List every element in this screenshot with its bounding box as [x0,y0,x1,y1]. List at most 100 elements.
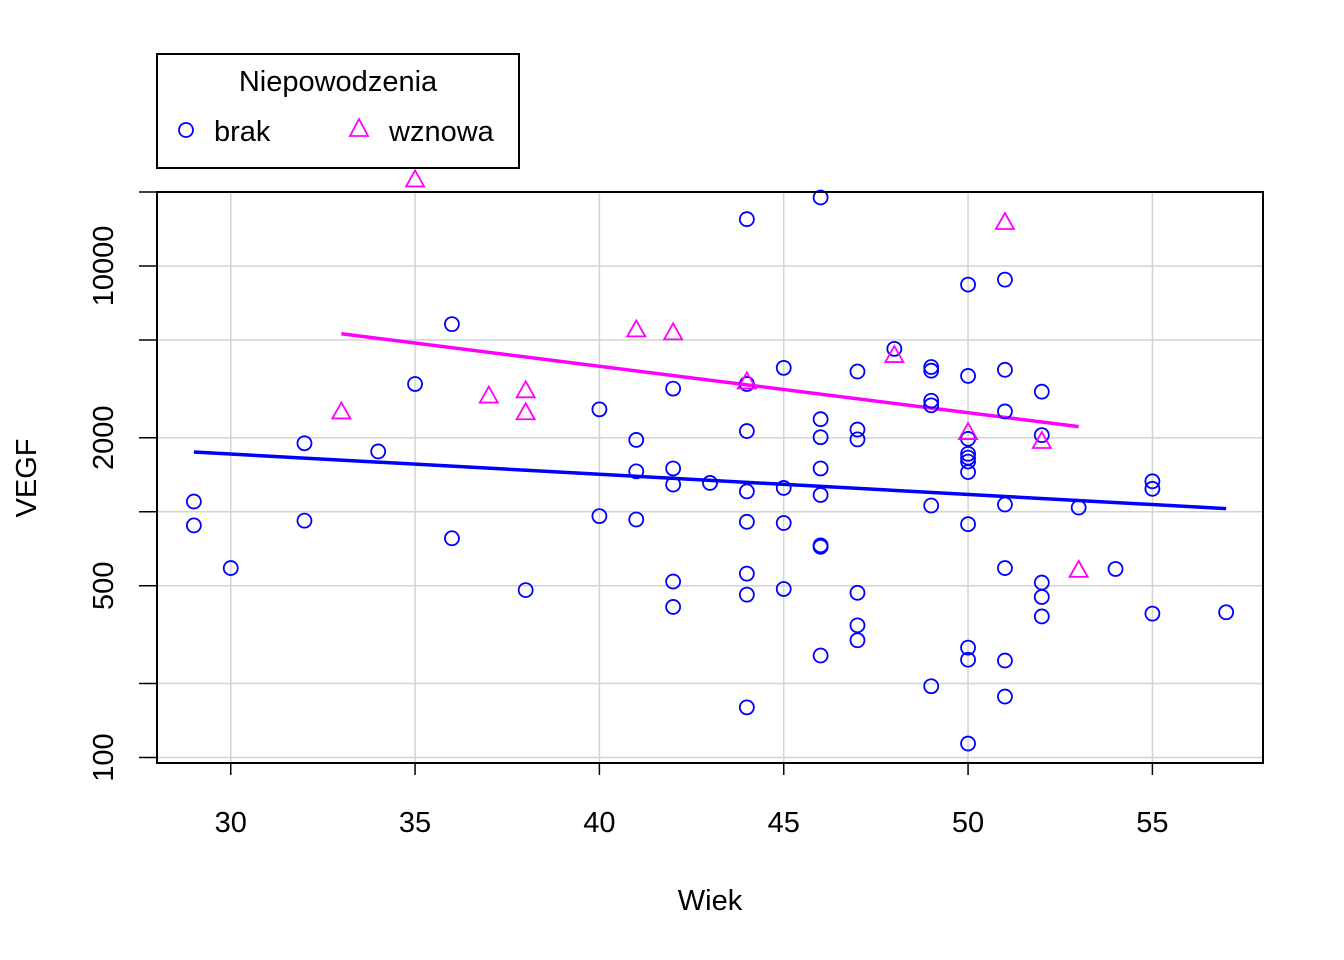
point-brak [997,652,1013,669]
point-brak [775,515,792,531]
trend-line-brak [193,450,1227,511]
point-brak [849,617,866,634]
legend-label-brak: brak [214,116,271,148]
point-brak [849,431,866,448]
point-brak [960,445,976,462]
point-brak [923,397,940,414]
point-brak [738,513,755,530]
trend-line-wznowa [341,332,1079,429]
y-tick-label: 10000 [88,226,120,307]
point-brak [738,586,755,603]
point-brak [1033,608,1050,625]
x-tick-label: 50 [952,807,984,839]
y-axis: 100 500 2000 10000 [88,191,157,782]
point-brak [960,651,976,668]
point-wznowa [994,211,1016,230]
point-brak [222,560,239,576]
point-brak [886,340,903,357]
point-brak [923,678,940,695]
legend-marker-triangle [348,117,370,137]
point-brak [812,487,829,503]
point-brak [997,271,1013,288]
point-brak [1033,589,1050,605]
point-brak [665,599,682,615]
point-brak [960,639,976,656]
point-brak [997,496,1013,513]
point-brak [444,316,460,333]
point-brak [960,516,976,533]
x-tick-label: 55 [1136,807,1168,839]
point-brak [370,443,387,460]
point-wznowa [625,318,647,338]
point-brak [517,582,534,598]
point-brak [1144,605,1161,622]
point-brak [665,460,682,477]
point-wznowa [478,384,500,404]
point-brak [738,699,755,716]
point-brak [1033,574,1050,591]
point-brak [1144,473,1161,490]
point-brak [665,380,682,397]
point-brak [1218,604,1235,621]
point-brak [997,403,1013,420]
point-brak [812,189,829,206]
point-brak [849,363,866,380]
legend-title: Niepowodzenia [239,66,438,98]
point-brak [628,511,645,528]
point-brak [702,475,718,491]
point-brak [997,560,1013,576]
point-brak [444,530,460,547]
point-wznowa [1068,559,1090,578]
point-brak [591,508,608,525]
point-brak [960,368,976,384]
point-brak [1107,561,1124,577]
point-brak [665,476,682,493]
point-brak [1144,480,1161,497]
x-tick-label: 45 [768,807,800,839]
data-points [185,168,1235,752]
x-axis-label: Wiek [678,885,743,917]
point-brak [665,573,682,590]
point-brak [185,493,202,510]
point-wznowa [736,370,758,390]
point-brak [923,497,940,514]
point-brak [960,276,976,293]
point-brak [628,463,645,480]
point-brak [775,581,792,597]
trend-lines [193,332,1227,511]
point-brak [1033,383,1050,400]
point-brak [960,735,976,752]
x-tick-label: 40 [583,807,615,839]
point-brak [591,401,608,418]
point-brak [775,480,792,496]
x-axis: 30 35 40 45 50 55 [215,763,1169,839]
point-brak [923,392,940,409]
plot-frame [156,191,1264,764]
point-brak [812,538,829,555]
point-wznowa [662,321,684,341]
point-brak [738,565,755,582]
point-brak [812,411,829,428]
legend-marker-circle [178,122,194,138]
point-brak [997,361,1013,378]
point-brak [997,688,1013,705]
x-tick-label: 35 [399,807,431,839]
point-brak [812,647,829,664]
point-brak [923,362,940,379]
legend: Niepowodzenia brak wznowa [156,53,520,169]
point-wznowa [957,421,979,440]
y-tick-label: 2000 [88,406,120,471]
y-tick-label: 100 [88,733,120,781]
point-brak [738,423,755,439]
point-brak [1033,427,1050,444]
point-brak [960,464,976,480]
point-wznowa [883,344,905,363]
point-brak [738,483,755,500]
point-brak [407,376,423,392]
point-brak [738,211,755,228]
point-brak [849,632,866,649]
point-wznowa [404,168,426,188]
legend-box [156,53,520,169]
point-brak [628,432,645,448]
